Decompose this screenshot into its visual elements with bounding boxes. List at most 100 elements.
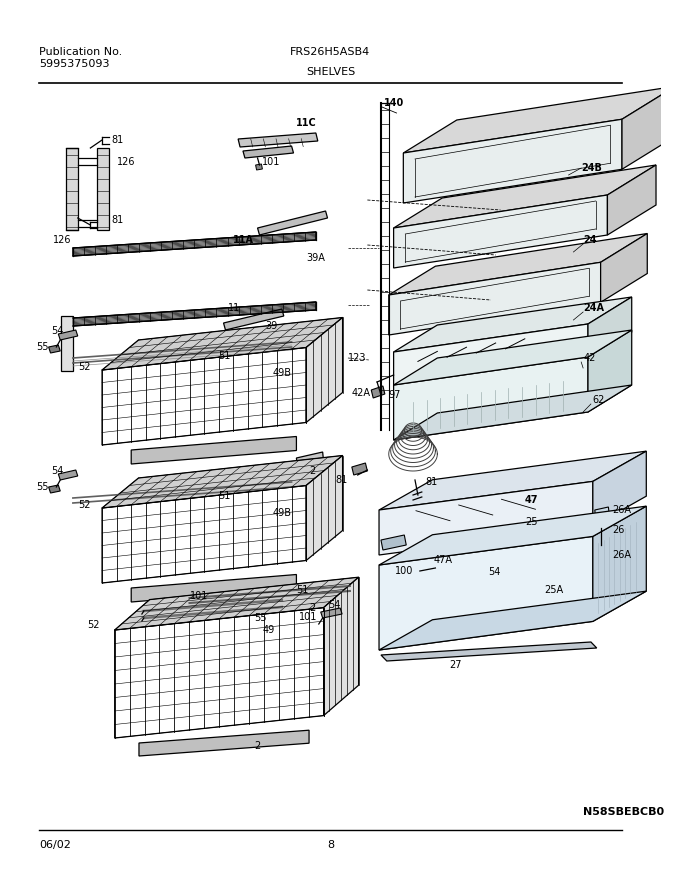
Polygon shape: [394, 385, 632, 440]
Polygon shape: [97, 148, 109, 230]
Polygon shape: [593, 506, 646, 621]
Text: 101: 101: [299, 612, 318, 622]
Text: 24A: 24A: [583, 303, 604, 313]
Text: 54: 54: [52, 326, 64, 336]
Polygon shape: [238, 133, 318, 147]
Text: 26A: 26A: [612, 550, 631, 560]
Polygon shape: [622, 86, 675, 169]
Polygon shape: [58, 470, 78, 480]
Polygon shape: [464, 569, 486, 579]
Text: 97: 97: [389, 390, 401, 400]
Polygon shape: [371, 386, 385, 398]
Text: 126: 126: [54, 235, 72, 245]
Text: 126: 126: [117, 157, 135, 167]
Text: 81: 81: [112, 135, 124, 145]
Text: 54: 54: [52, 466, 64, 476]
Text: 101: 101: [190, 591, 208, 601]
Text: 26: 26: [612, 525, 625, 535]
Text: 39: 39: [265, 321, 277, 331]
Text: 47A: 47A: [433, 555, 452, 565]
Polygon shape: [379, 537, 593, 650]
Polygon shape: [324, 577, 358, 716]
Polygon shape: [595, 542, 611, 563]
Text: 11: 11: [228, 303, 241, 313]
Text: 52: 52: [88, 620, 100, 630]
Polygon shape: [379, 482, 593, 555]
Polygon shape: [258, 211, 328, 235]
Text: 11A: 11A: [233, 235, 254, 245]
Text: 24B: 24B: [581, 163, 602, 173]
Text: 49: 49: [262, 625, 275, 635]
Text: 26A: 26A: [612, 505, 631, 515]
Polygon shape: [394, 324, 588, 387]
Text: 55: 55: [254, 613, 267, 623]
Polygon shape: [379, 451, 646, 510]
Polygon shape: [394, 357, 588, 440]
Polygon shape: [403, 119, 622, 203]
Text: 2: 2: [309, 603, 316, 613]
Text: 81: 81: [426, 477, 438, 487]
Polygon shape: [588, 330, 632, 412]
Text: 52: 52: [78, 500, 90, 510]
Polygon shape: [600, 233, 647, 302]
Text: 5995375093: 5995375093: [39, 59, 109, 69]
Polygon shape: [102, 485, 306, 583]
Text: 140: 140: [384, 98, 404, 108]
Polygon shape: [381, 642, 597, 661]
Text: 25: 25: [525, 517, 537, 527]
Text: 47: 47: [525, 495, 539, 505]
Polygon shape: [66, 148, 78, 230]
Polygon shape: [58, 330, 78, 340]
Polygon shape: [352, 463, 367, 475]
Polygon shape: [131, 436, 296, 464]
Text: 100: 100: [394, 566, 413, 576]
Polygon shape: [394, 297, 632, 352]
Text: 25A: 25A: [544, 585, 563, 595]
Polygon shape: [607, 165, 656, 235]
Polygon shape: [593, 451, 646, 526]
Text: 39A: 39A: [306, 253, 325, 263]
Text: 8: 8: [327, 840, 334, 850]
Polygon shape: [595, 507, 611, 528]
Polygon shape: [394, 195, 607, 268]
Text: N58SBEBCB0: N58SBEBCB0: [583, 807, 664, 817]
Text: 51: 51: [219, 491, 231, 501]
Text: 62: 62: [593, 395, 605, 405]
Polygon shape: [306, 318, 343, 422]
Text: 51: 51: [219, 351, 231, 361]
Polygon shape: [73, 232, 316, 256]
Polygon shape: [389, 262, 600, 335]
Polygon shape: [48, 485, 61, 493]
Polygon shape: [48, 345, 61, 353]
Text: FRS26H5ASB4: FRS26H5ASB4: [290, 47, 371, 57]
Polygon shape: [588, 297, 632, 359]
Text: 27: 27: [449, 660, 462, 670]
Text: 52: 52: [78, 362, 90, 372]
Text: 42A: 42A: [352, 388, 371, 398]
Polygon shape: [224, 309, 284, 330]
Text: 55: 55: [36, 342, 48, 352]
Text: 101: 101: [262, 157, 281, 167]
Polygon shape: [381, 535, 406, 550]
Text: 54: 54: [488, 567, 500, 577]
Polygon shape: [306, 456, 343, 561]
Text: 49B: 49B: [272, 508, 291, 518]
Polygon shape: [102, 318, 343, 370]
Text: 81: 81: [112, 215, 124, 225]
Polygon shape: [102, 348, 306, 445]
Polygon shape: [102, 456, 343, 508]
Polygon shape: [379, 591, 646, 650]
Polygon shape: [394, 330, 632, 385]
Polygon shape: [115, 608, 324, 738]
Polygon shape: [389, 233, 647, 295]
Polygon shape: [115, 577, 358, 630]
Text: 54: 54: [328, 600, 341, 610]
Text: 81: 81: [335, 475, 347, 485]
Text: Publication No.: Publication No.: [39, 47, 122, 57]
Polygon shape: [243, 146, 294, 158]
Text: 24: 24: [583, 235, 596, 245]
Polygon shape: [321, 608, 342, 618]
Text: 42: 42: [583, 353, 596, 363]
Polygon shape: [256, 164, 262, 170]
Text: 49B: 49B: [272, 368, 291, 378]
